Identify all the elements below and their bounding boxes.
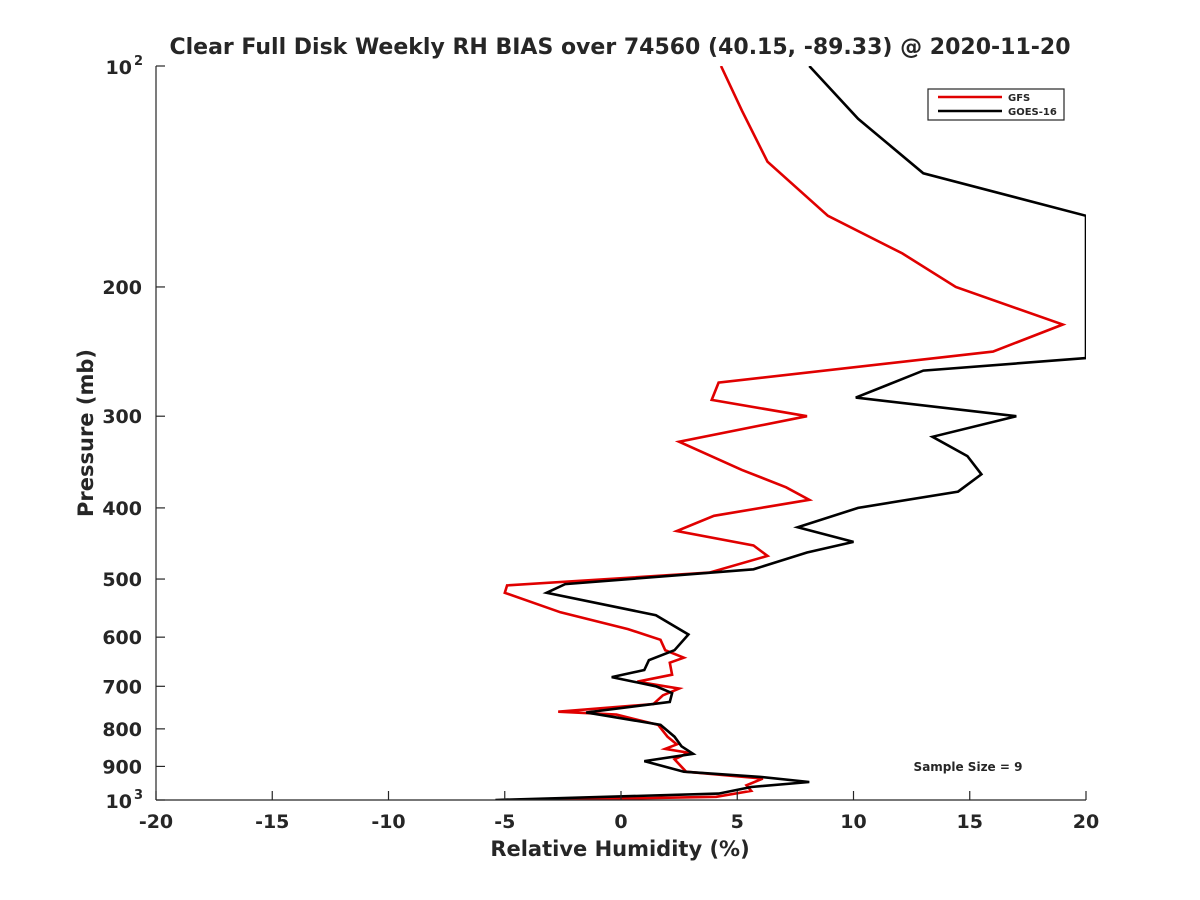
x-tick-label: 20 [1073,811,1099,833]
x-tick-label: -15 [255,811,289,833]
series-line-goes-16 [495,66,1086,800]
y-tick-label: 10 [106,57,132,79]
y-tick-label: 800 [102,719,142,741]
y-tick-label: 500 [102,569,142,591]
x-axis: -20 -15 -10 -5 0 5 10 15 20 [139,791,1099,833]
plot-area [155,66,1086,801]
legend-box [927,88,1065,121]
y-tick-label: 600 [102,627,142,649]
sample-size-annotation: Sample Size = 9 [914,760,1023,774]
x-tick-label: -5 [494,811,515,833]
x-tick-label: -10 [371,811,405,833]
legend: GFS GOES-16 [927,88,1065,121]
x-tick-label: 0 [614,811,627,833]
x-tick-label: 15 [957,811,983,833]
y-tick-label: 200 [102,277,142,299]
x-tick-label: 5 [731,811,744,833]
legend-label: GFS [1008,93,1030,104]
chart-title: Clear Full Disk Weekly RH BIAS over 7456… [169,35,1070,60]
y-tick-label: 700 [102,676,142,698]
series-line-gfs [503,66,1067,800]
y-tick-exponent: 3 [134,788,143,803]
y-tick-exponent: 2 [134,54,143,69]
y-tick-label: 10 [106,791,132,813]
x-axis-label: Relative Humidity (%) [490,837,749,861]
y-tick-label: 300 [102,406,142,428]
y-axis-label: Pressure (mb) [74,349,98,517]
x-tick-label: -20 [139,811,173,833]
y-tick-label: 900 [102,756,142,778]
legend-label: GOES-16 [1008,107,1057,118]
y-tick-label: 400 [102,498,142,520]
x-tick-label: 10 [840,811,866,833]
